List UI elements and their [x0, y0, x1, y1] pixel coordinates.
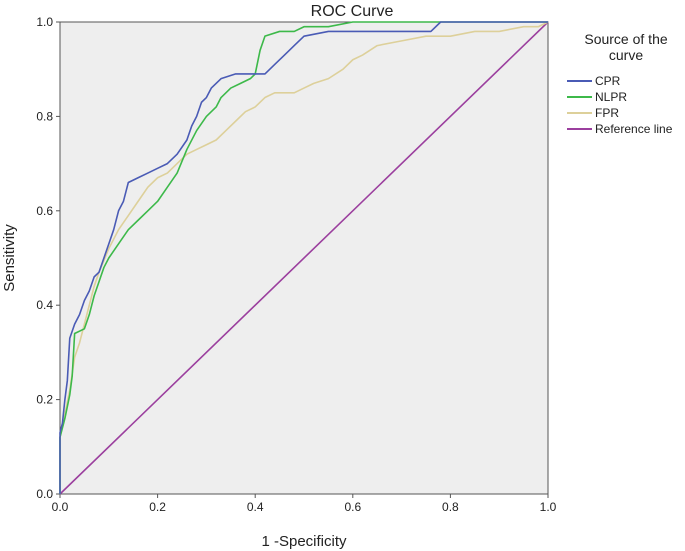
y-tick-label-3: 0.6	[36, 204, 53, 218]
x-tick-label-4: 0.8	[442, 500, 459, 514]
curve-reference-line	[59, 21, 549, 495]
x-tick-label-2: 0.4	[247, 500, 264, 514]
y-axis-label: Sensitivity	[1, 224, 18, 292]
x-axis-label: 1 -Specificity	[261, 533, 347, 550]
y-tick-label-5: 1.0	[36, 15, 53, 29]
legend-label-nlpr: NLPR	[595, 90, 627, 104]
legend-label-fpr: FPR	[595, 106, 619, 120]
legend-items: CPR NLPR FPR Reference line	[567, 74, 673, 136]
x-tick-label-1: 0.2	[149, 500, 166, 514]
legend-title-line-2: curve	[609, 47, 643, 63]
y-tick-label-4: 0.8	[36, 109, 53, 123]
legend-label-cpr: CPR	[595, 74, 621, 88]
curves	[59, 21, 549, 495]
legend-label-reference-line: Reference line	[595, 122, 673, 136]
curve-fpr	[59, 21, 549, 494]
axis-ticks: 0.0 0.2 0.4 0.6 0.8 1.0 0.0 0.2 0.4 0.6 0.8 1.0	[36, 15, 556, 514]
x-tick-label-3: 0.6	[344, 500, 361, 514]
legend: Source of the curve CPR NLPR FPR Reference …	[567, 31, 673, 136]
y-tick-label-0: 0.0	[36, 487, 53, 501]
y-tick-label-2: 0.4	[36, 298, 53, 312]
chart-title: ROC Curve	[311, 3, 394, 20]
x-tick-label-5: 1.0	[540, 500, 557, 514]
legend-title-line-1: Source of the	[584, 31, 667, 47]
x-tick-label-0: 0.0	[52, 500, 69, 514]
y-tick-label-1: 0.2	[36, 393, 53, 407]
curve-nlpr	[59, 21, 548, 494]
curve-cpr	[59, 21, 548, 494]
